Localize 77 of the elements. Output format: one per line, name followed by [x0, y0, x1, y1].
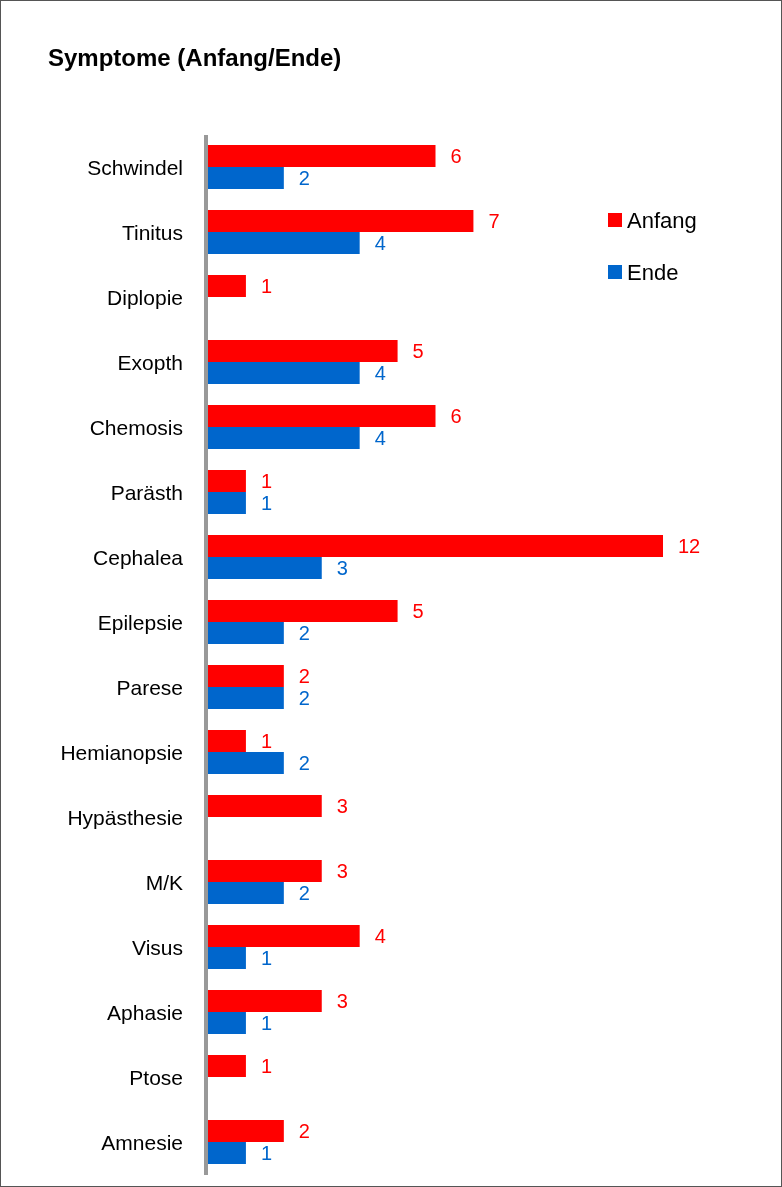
bar [208, 210, 474, 232]
y-tick-label: M/K [145, 870, 183, 894]
y-tick-label: Cephalea [93, 545, 184, 569]
bar [208, 1142, 246, 1164]
data-label: 2 [298, 882, 310, 904]
data-label: 12 [678, 535, 701, 557]
data-label: 1 [260, 1012, 273, 1034]
bar [208, 340, 398, 362]
y-tick-label: Ptose [129, 1065, 183, 1089]
data-label: 3 [336, 990, 348, 1012]
bar [208, 795, 322, 817]
data-label: 5 [412, 600, 424, 622]
y-tick-label: Parese [116, 675, 183, 699]
bar [208, 145, 436, 167]
data-label: 1 [260, 470, 273, 492]
bar [208, 427, 360, 449]
y-tick-label: Schwindel [87, 155, 183, 179]
data-label: 3 [336, 860, 348, 882]
bar [208, 687, 284, 709]
data-label: 3 [336, 557, 348, 579]
data-label: 3 [336, 795, 348, 817]
bar [208, 275, 246, 297]
bar [208, 492, 246, 514]
data-label: 7 [488, 210, 500, 232]
legend-label: Ende [627, 259, 679, 285]
bar [208, 947, 246, 969]
data-label: 1 [260, 275, 273, 297]
data-label: 2 [298, 665, 310, 687]
bar [208, 882, 284, 904]
data-label: 2 [298, 622, 310, 644]
bar [208, 1120, 284, 1142]
y-tick-label: Amnesie [101, 1130, 183, 1154]
data-label: 2 [298, 167, 310, 189]
chart-title: Symptome (Anfang/Ende) [48, 44, 342, 71]
bar [208, 1012, 246, 1034]
bar [208, 1055, 246, 1077]
y-tick-label: Chemosis [89, 415, 183, 439]
bar [208, 622, 284, 644]
bar [208, 600, 398, 622]
y-tick-label: Parästh [110, 480, 183, 504]
bar [208, 535, 663, 557]
data-label: 4 [374, 925, 386, 947]
bar [208, 925, 360, 947]
bar [208, 232, 360, 254]
y-tick-label: Aphasie [107, 1000, 183, 1024]
bar [208, 557, 322, 579]
bar [208, 362, 360, 384]
data-label: 4 [374, 232, 386, 254]
bar [208, 860, 322, 882]
data-label: 1 [260, 947, 273, 969]
data-label: 6 [450, 405, 462, 427]
data-label: 2 [298, 752, 310, 774]
bar [208, 167, 284, 189]
y-tick-label: Exopth [117, 350, 183, 374]
legend-label: Anfang [627, 207, 697, 233]
bar [208, 752, 284, 774]
data-label: 1 [260, 730, 273, 752]
data-label: 1 [260, 492, 273, 514]
bar [208, 470, 246, 492]
y-tick-label: Epilepsie [97, 610, 183, 634]
y-tick-label: Tinitus [121, 220, 183, 244]
y-tick-label: Diplopie [107, 285, 183, 309]
bar [208, 990, 322, 1012]
bar [208, 665, 284, 687]
data-label: 1 [260, 1142, 273, 1164]
data-label: 2 [298, 687, 310, 709]
data-label: 1 [260, 1055, 273, 1077]
bar [208, 405, 436, 427]
data-label: 2 [298, 1120, 310, 1142]
data-label: 6 [450, 145, 462, 167]
y-tick-label: Visus [132, 935, 183, 959]
data-label: 4 [374, 427, 386, 449]
bar [208, 730, 246, 752]
y-tick-label: Hypästhesie [67, 805, 183, 829]
y-tick-label: Hemianopsie [60, 740, 183, 764]
data-label: 5 [412, 340, 424, 362]
data-label: 4 [374, 362, 386, 384]
